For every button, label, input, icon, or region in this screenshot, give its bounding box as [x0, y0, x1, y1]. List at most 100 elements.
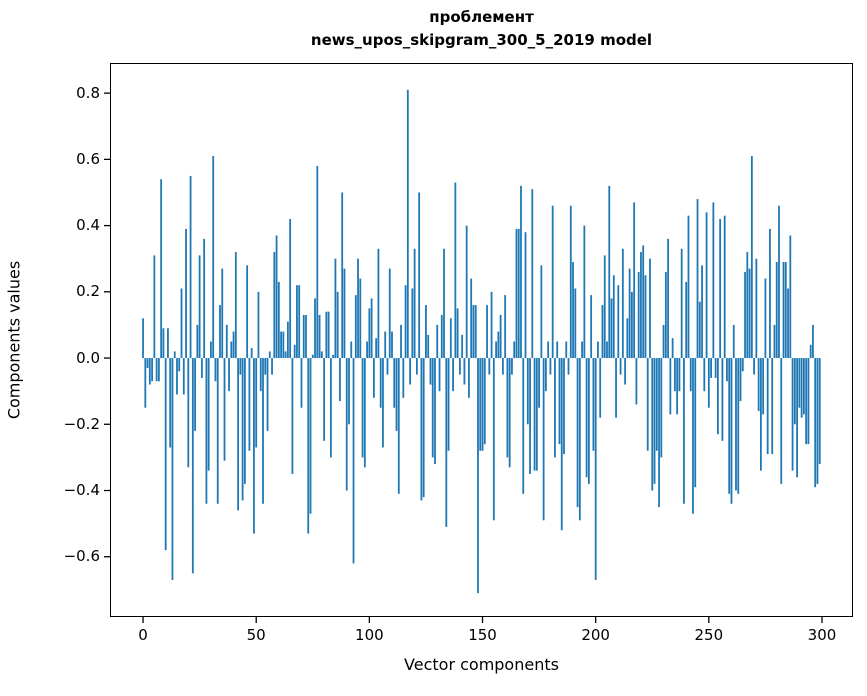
bar	[155, 358, 158, 382]
chart-title: проблемент news_upos_skipgram_300_5_2019…	[110, 6, 853, 52]
bar	[329, 358, 332, 458]
bar	[316, 165, 319, 359]
bar	[415, 358, 418, 375]
bar	[325, 311, 328, 359]
bar	[560, 358, 563, 531]
bar	[339, 358, 341, 402]
bar	[246, 265, 249, 359]
bar	[508, 358, 511, 468]
bar	[481, 358, 484, 451]
y-tick-label: −0.6	[63, 547, 100, 566]
bar	[454, 182, 457, 359]
bar	[160, 179, 163, 359]
bar	[771, 358, 774, 455]
x-tick-label: 50	[246, 626, 266, 644]
y-tick-label: −0.2	[63, 414, 100, 433]
bar	[809, 344, 812, 359]
bar	[603, 255, 606, 359]
bar	[203, 238, 206, 359]
bar	[529, 358, 531, 474]
bar	[569, 205, 572, 359]
bar	[762, 358, 765, 415]
bar	[314, 298, 316, 359]
bar	[660, 358, 663, 458]
bar	[167, 328, 169, 359]
bar	[644, 275, 647, 359]
bar	[298, 285, 301, 359]
bar	[775, 262, 778, 359]
bar	[470, 278, 473, 359]
bar	[483, 358, 486, 445]
bar	[511, 358, 513, 375]
bar	[275, 235, 278, 359]
bar	[214, 358, 217, 382]
bar	[526, 358, 529, 425]
y-axis-label: Components values	[4, 260, 24, 420]
bar	[171, 358, 174, 580]
bar	[332, 354, 335, 359]
bar	[463, 358, 466, 385]
bar	[348, 358, 350, 425]
bar	[336, 291, 339, 359]
bar	[506, 358, 509, 458]
bar	[368, 308, 371, 359]
bar	[402, 358, 405, 398]
bar	[587, 358, 590, 484]
bar	[153, 255, 156, 359]
bar	[633, 202, 636, 359]
bar	[216, 358, 219, 504]
bar	[180, 288, 183, 359]
bar	[780, 358, 783, 484]
bar	[182, 358, 185, 395]
bar	[556, 341, 559, 359]
x-tick-label: 100	[355, 626, 384, 644]
bar	[243, 358, 246, 484]
bar	[146, 358, 149, 368]
bar	[714, 358, 717, 378]
bar	[350, 341, 353, 359]
bar	[517, 228, 520, 359]
bar	[375, 338, 378, 359]
bar	[791, 358, 794, 471]
bar	[635, 358, 638, 405]
bar	[630, 291, 633, 359]
bar	[750, 156, 753, 359]
bar	[268, 351, 271, 359]
bar	[173, 351, 176, 359]
bar	[384, 331, 387, 359]
bar	[520, 185, 522, 359]
bar	[769, 228, 771, 359]
bar	[352, 358, 355, 564]
bar	[798, 358, 801, 408]
bar	[264, 358, 267, 375]
bar	[746, 252, 749, 359]
bar	[239, 358, 242, 375]
x-tick-label: 150	[468, 626, 497, 644]
bar	[499, 315, 502, 359]
bar	[225, 324, 228, 359]
bar	[551, 205, 554, 359]
bar	[361, 358, 364, 458]
bar	[382, 358, 384, 448]
bar	[608, 185, 611, 359]
bar	[683, 358, 685, 504]
bar	[687, 215, 690, 359]
x-tick-label: 200	[581, 626, 610, 644]
bar	[812, 324, 814, 359]
bar	[793, 358, 796, 425]
bar	[800, 358, 803, 418]
bar	[592, 358, 595, 451]
bar	[787, 288, 789, 359]
bar	[465, 225, 468, 359]
bar	[744, 271, 746, 359]
y-tick-label: 0.0	[76, 348, 100, 367]
bar	[547, 341, 550, 359]
bar	[531, 189, 534, 359]
bar	[477, 358, 479, 594]
bar	[449, 318, 452, 359]
bar	[680, 248, 683, 359]
bar	[241, 358, 244, 501]
bar	[624, 358, 626, 385]
bar	[784, 262, 787, 359]
bar	[716, 358, 719, 435]
